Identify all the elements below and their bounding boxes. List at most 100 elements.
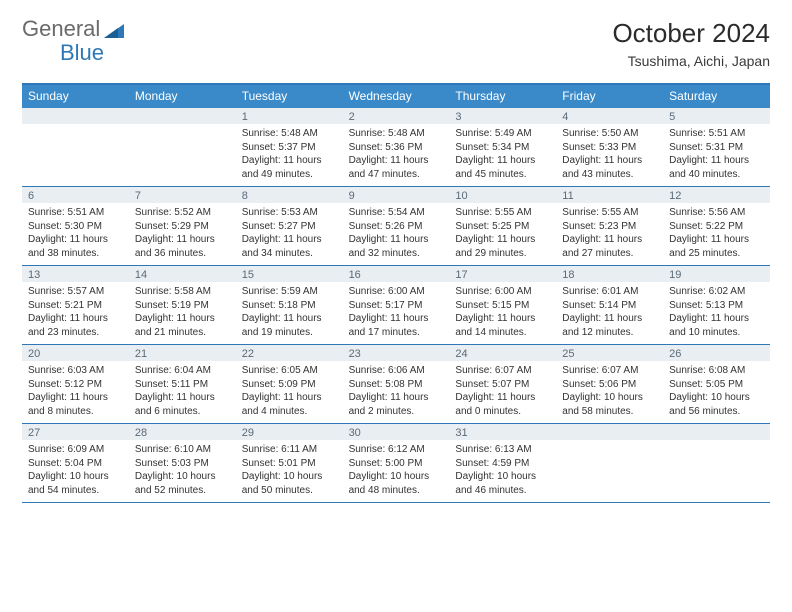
day-body: Sunrise: 6:06 AMSunset: 5:08 PMDaylight:… [343,361,450,422]
sunrise-text: Sunrise: 5:50 AM [562,127,657,141]
sunrise-text: Sunrise: 6:02 AM [669,285,764,299]
day-body: Sunrise: 5:55 AMSunset: 5:25 PMDaylight:… [449,203,556,264]
sunset-text: Sunset: 5:05 PM [669,378,764,392]
day-cell: 5Sunrise: 5:51 AMSunset: 5:31 PMDaylight… [663,108,770,186]
sunset-text: Sunset: 4:59 PM [455,457,550,471]
day-body: Sunrise: 6:03 AMSunset: 5:12 PMDaylight:… [22,361,129,422]
day-number: 31 [449,424,556,440]
sunrise-text: Sunrise: 5:48 AM [349,127,444,141]
day-number: 10 [449,187,556,203]
sunrise-text: Sunrise: 6:01 AM [562,285,657,299]
daylight-text: Daylight: 11 hours and 12 minutes. [562,312,657,339]
day-number: 9 [343,187,450,203]
daylight-text: Daylight: 11 hours and 4 minutes. [242,391,337,418]
sunset-text: Sunset: 5:23 PM [562,220,657,234]
brand-part2: Blue [60,40,104,65]
sunset-text: Sunset: 5:08 PM [349,378,444,392]
day-cell: 29Sunrise: 6:11 AMSunset: 5:01 PMDayligh… [236,424,343,502]
title-block: October 2024 Tsushima, Aichi, Japan [612,18,770,69]
daylight-text: Daylight: 11 hours and 14 minutes. [455,312,550,339]
day-cell: 4Sunrise: 5:50 AMSunset: 5:33 PMDaylight… [556,108,663,186]
daylight-text: Daylight: 11 hours and 25 minutes. [669,233,764,260]
week-row: 13Sunrise: 5:57 AMSunset: 5:21 PMDayligh… [22,266,770,345]
sunset-text: Sunset: 5:21 PM [28,299,123,313]
week-row: 20Sunrise: 6:03 AMSunset: 5:12 PMDayligh… [22,345,770,424]
day-body: Sunrise: 5:54 AMSunset: 5:26 PMDaylight:… [343,203,450,264]
sunset-text: Sunset: 5:37 PM [242,141,337,155]
day-body: Sunrise: 6:12 AMSunset: 5:00 PMDaylight:… [343,440,450,501]
day-cell: 21Sunrise: 6:04 AMSunset: 5:11 PMDayligh… [129,345,236,423]
day-cell: 23Sunrise: 6:06 AMSunset: 5:08 PMDayligh… [343,345,450,423]
sunrise-text: Sunrise: 6:10 AM [135,443,230,457]
day-number: 6 [22,187,129,203]
day-number: 27 [22,424,129,440]
sunset-text: Sunset: 5:15 PM [455,299,550,313]
day-cell: 26Sunrise: 6:08 AMSunset: 5:05 PMDayligh… [663,345,770,423]
sunrise-text: Sunrise: 6:09 AM [28,443,123,457]
day-number: 1 [236,108,343,124]
daylight-text: Daylight: 11 hours and 0 minutes. [455,391,550,418]
day-body: Sunrise: 5:56 AMSunset: 5:22 PMDaylight:… [663,203,770,264]
daylight-text: Daylight: 10 hours and 54 minutes. [28,470,123,497]
week-row: 27Sunrise: 6:09 AMSunset: 5:04 PMDayligh… [22,424,770,503]
day-cell: 15Sunrise: 5:59 AMSunset: 5:18 PMDayligh… [236,266,343,344]
daylight-text: Daylight: 11 hours and 17 minutes. [349,312,444,339]
day-number: 8 [236,187,343,203]
daylight-text: Daylight: 11 hours and 36 minutes. [135,233,230,260]
day-header: Sunday [22,85,129,108]
daylight-text: Daylight: 11 hours and 21 minutes. [135,312,230,339]
day-number: 20 [22,345,129,361]
day-header: Saturday [663,85,770,108]
brand-logo: General [22,18,127,42]
day-header: Thursday [449,85,556,108]
header: General October 2024 Tsushima, Aichi, Ja… [22,18,770,69]
daylight-text: Daylight: 10 hours and 52 minutes. [135,470,230,497]
day-cell [22,108,129,186]
daylight-text: Daylight: 11 hours and 23 minutes. [28,312,123,339]
day-body: Sunrise: 5:53 AMSunset: 5:27 PMDaylight:… [236,203,343,264]
day-number: 14 [129,266,236,282]
daylight-text: Daylight: 11 hours and 34 minutes. [242,233,337,260]
daylight-text: Daylight: 11 hours and 43 minutes. [562,154,657,181]
daylight-text: Daylight: 11 hours and 2 minutes. [349,391,444,418]
day-number: 11 [556,187,663,203]
day-cell: 3Sunrise: 5:49 AMSunset: 5:34 PMDaylight… [449,108,556,186]
sunset-text: Sunset: 5:36 PM [349,141,444,155]
day-number [22,108,129,124]
day-cell: 30Sunrise: 6:12 AMSunset: 5:00 PMDayligh… [343,424,450,502]
sunset-text: Sunset: 5:29 PM [135,220,230,234]
sunrise-text: Sunrise: 6:00 AM [349,285,444,299]
day-cell: 12Sunrise: 5:56 AMSunset: 5:22 PMDayligh… [663,187,770,265]
day-number: 22 [236,345,343,361]
sunrise-text: Sunrise: 5:51 AM [669,127,764,141]
day-body: Sunrise: 5:50 AMSunset: 5:33 PMDaylight:… [556,124,663,185]
sunrise-text: Sunrise: 5:58 AM [135,285,230,299]
day-cell: 24Sunrise: 6:07 AMSunset: 5:07 PMDayligh… [449,345,556,423]
day-cell [663,424,770,502]
daylight-text: Daylight: 10 hours and 56 minutes. [669,391,764,418]
day-number: 30 [343,424,450,440]
sunset-text: Sunset: 5:01 PM [242,457,337,471]
day-cell: 16Sunrise: 6:00 AMSunset: 5:17 PMDayligh… [343,266,450,344]
daylight-text: Daylight: 10 hours and 46 minutes. [455,470,550,497]
day-body: Sunrise: 6:09 AMSunset: 5:04 PMDaylight:… [22,440,129,501]
day-body: Sunrise: 5:55 AMSunset: 5:23 PMDaylight:… [556,203,663,264]
daylight-text: Daylight: 11 hours and 40 minutes. [669,154,764,181]
daylight-text: Daylight: 11 hours and 29 minutes. [455,233,550,260]
sunset-text: Sunset: 5:31 PM [669,141,764,155]
daylight-text: Daylight: 10 hours and 48 minutes. [349,470,444,497]
sunset-text: Sunset: 5:04 PM [28,457,123,471]
day-body [556,440,663,447]
sunrise-text: Sunrise: 6:03 AM [28,364,123,378]
daylight-text: Daylight: 11 hours and 6 minutes. [135,391,230,418]
day-body: Sunrise: 6:10 AMSunset: 5:03 PMDaylight:… [129,440,236,501]
day-cell: 6Sunrise: 5:51 AMSunset: 5:30 PMDaylight… [22,187,129,265]
day-body: Sunrise: 5:48 AMSunset: 5:37 PMDaylight:… [236,124,343,185]
day-body: Sunrise: 6:07 AMSunset: 5:07 PMDaylight:… [449,361,556,422]
calendar: Sunday Monday Tuesday Wednesday Thursday… [22,83,770,503]
sunrise-text: Sunrise: 5:54 AM [349,206,444,220]
daylight-text: Daylight: 11 hours and 49 minutes. [242,154,337,181]
day-cell: 14Sunrise: 5:58 AMSunset: 5:19 PMDayligh… [129,266,236,344]
sunrise-text: Sunrise: 5:57 AM [28,285,123,299]
daylight-text: Daylight: 11 hours and 47 minutes. [349,154,444,181]
